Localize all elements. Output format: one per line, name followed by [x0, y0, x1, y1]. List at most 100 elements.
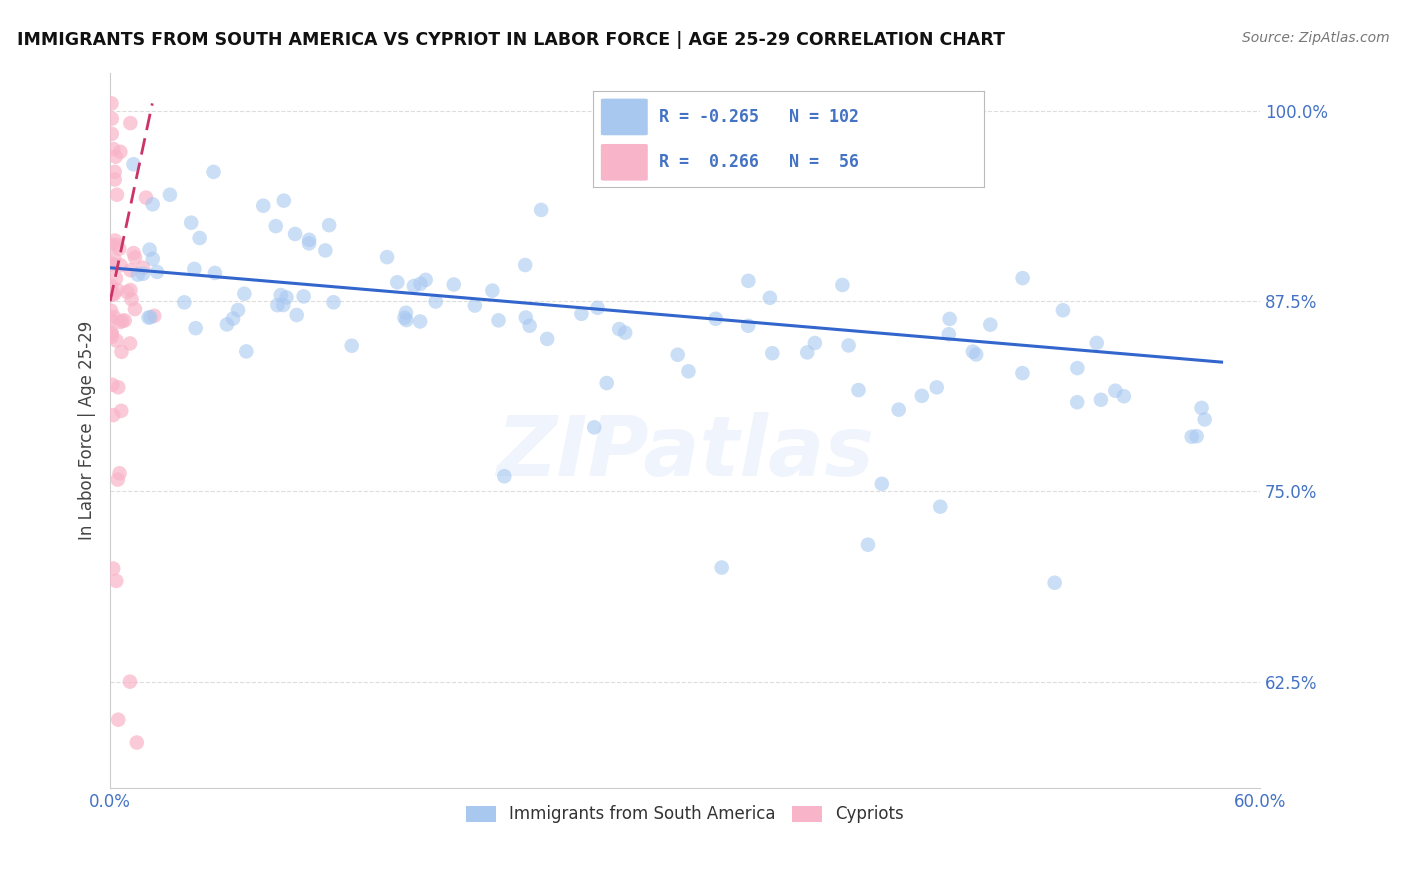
- Point: [143, 309, 166, 323]
- Point: [425, 294, 447, 309]
- Point: [519, 318, 541, 333]
- Point: [409, 277, 432, 291]
- Point: [100, 326, 122, 340]
- Point: [848, 383, 870, 397]
- Point: [1191, 401, 1213, 415]
- Point: [530, 202, 553, 217]
- Point: [235, 344, 257, 359]
- Point: [103, 408, 125, 422]
- Point: [115, 285, 138, 299]
- Point: [142, 252, 165, 266]
- Point: [142, 197, 165, 211]
- Point: [1194, 412, 1216, 426]
- Point: [103, 310, 125, 324]
- Point: [114, 313, 136, 327]
- Point: [132, 267, 155, 281]
- Point: [135, 191, 157, 205]
- Point: [704, 311, 727, 326]
- Point: [105, 283, 128, 297]
- Point: [1090, 392, 1112, 407]
- Point: [759, 291, 782, 305]
- Point: [100, 303, 122, 318]
- Text: ZIPatlas: ZIPatlas: [496, 411, 875, 492]
- Point: [105, 334, 128, 348]
- Point: [233, 286, 256, 301]
- Point: [111, 314, 134, 328]
- Point: [929, 500, 952, 514]
- Point: [276, 290, 298, 304]
- Point: [108, 467, 131, 481]
- Point: [146, 265, 169, 279]
- Point: [515, 310, 537, 325]
- Point: [838, 338, 860, 352]
- Point: [387, 275, 409, 289]
- Point: [318, 218, 340, 232]
- Point: [911, 389, 934, 403]
- Point: [110, 315, 132, 329]
- Point: [100, 127, 122, 141]
- Point: [596, 376, 619, 390]
- Point: [188, 231, 211, 245]
- Point: [118, 336, 141, 351]
- Point: [101, 377, 124, 392]
- Text: Source: ZipAtlas.com: Source: ZipAtlas.com: [1241, 31, 1389, 45]
- Point: [100, 330, 122, 344]
- Point: [1066, 361, 1088, 376]
- Point: [415, 273, 437, 287]
- Point: [298, 236, 321, 251]
- Point: [271, 298, 294, 312]
- Point: [395, 313, 418, 327]
- Point: [298, 233, 321, 247]
- Point: [100, 279, 122, 293]
- Point: [962, 344, 984, 359]
- Point: [184, 321, 207, 335]
- Point: [856, 538, 879, 552]
- Point: [395, 306, 418, 320]
- Point: [124, 251, 146, 265]
- Point: [1181, 430, 1204, 444]
- Point: [104, 271, 127, 285]
- Point: [925, 380, 948, 394]
- Y-axis label: In Labor Force | Age 25-29: In Labor Force | Age 25-29: [79, 321, 96, 541]
- Point: [737, 274, 759, 288]
- Point: [100, 259, 122, 273]
- Point: [536, 332, 558, 346]
- Point: [1066, 395, 1088, 409]
- Point: [938, 327, 960, 342]
- Point: [101, 288, 124, 302]
- Point: [180, 216, 202, 230]
- Point: [409, 314, 432, 328]
- Point: [1043, 575, 1066, 590]
- Point: [831, 277, 853, 292]
- Point: [273, 194, 295, 208]
- Point: [120, 116, 142, 130]
- Point: [105, 187, 128, 202]
- Point: [124, 302, 146, 317]
- Point: [394, 310, 416, 325]
- Point: [110, 404, 132, 418]
- Point: [583, 420, 606, 434]
- Point: [314, 244, 336, 258]
- Text: IMMIGRANTS FROM SOUTH AMERICA VS CYPRIOT IN LABOR FORCE | AGE 25-29 CORRELATION : IMMIGRANTS FROM SOUTH AMERICA VS CYPRIOT…: [17, 31, 1005, 49]
- Point: [340, 339, 363, 353]
- Point: [104, 150, 127, 164]
- Point: [139, 310, 162, 325]
- Point: [614, 326, 637, 340]
- Point: [215, 318, 238, 332]
- Point: [887, 402, 910, 417]
- Point: [110, 145, 132, 159]
- Point: [173, 295, 195, 310]
- Point: [285, 308, 308, 322]
- Point: [1011, 271, 1033, 285]
- Legend: Immigrants from South America, Cypriots: Immigrants from South America, Cypriots: [458, 798, 911, 830]
- Point: [666, 348, 689, 362]
- Point: [138, 243, 160, 257]
- Point: [108, 242, 131, 256]
- Point: [678, 364, 700, 378]
- Point: [515, 258, 537, 272]
- Point: [607, 322, 630, 336]
- Point: [1052, 303, 1074, 318]
- Point: [104, 165, 127, 179]
- Point: [464, 299, 486, 313]
- Point: [586, 301, 609, 315]
